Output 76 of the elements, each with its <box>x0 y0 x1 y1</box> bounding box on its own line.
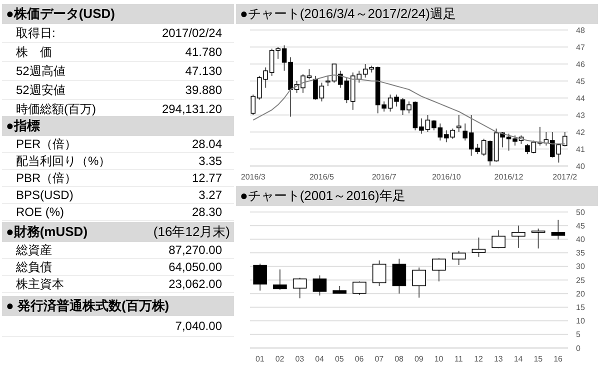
x-tick-label: 03 <box>295 354 305 364</box>
x-tick-label: 2016/10 <box>432 172 462 182</box>
x-tick-label: 2016/7 <box>372 172 397 182</box>
text: 3.27 <box>198 188 222 202</box>
y-tick-label: 47 <box>576 42 586 52</box>
text: 12.77 <box>192 171 222 185</box>
text: 64,050.00 <box>168 260 222 274</box>
text: 41.780 <box>185 45 222 59</box>
chart-title: ●チャート(2001～2016)年足 <box>236 186 598 206</box>
y-tick-label: 41 <box>576 144 586 154</box>
x-tick-label: 05 <box>334 354 344 364</box>
x-tick-label: 11 <box>454 354 464 364</box>
text: ●財務(mUSD) <box>6 223 88 241</box>
text: 47.130 <box>185 64 222 78</box>
y-tick-label: 30 <box>576 262 586 272</box>
text: PBR（倍） <box>16 170 77 186</box>
y-tick-label: 40 <box>576 162 586 171</box>
y-tick-label: 45 <box>576 76 586 86</box>
x-tick-label: 2016/12 <box>494 172 524 182</box>
x-tick-label: 04 <box>315 354 325 364</box>
x-tick-label: 2017/2 <box>552 172 578 182</box>
y-tick-label: 20 <box>576 289 586 298</box>
y-tick-label: 42 <box>576 128 586 137</box>
x-tick-label: 10 <box>434 354 444 364</box>
x-tick-label: 16 <box>554 354 564 364</box>
text: ROE (%) <box>16 205 64 219</box>
text: ● 発行済普通株式数(百万株) <box>6 297 170 315</box>
y-tick-label: 10 <box>576 316 586 326</box>
x-tick-label: 13 <box>494 354 504 364</box>
y-tick-label: 44 <box>576 94 586 103</box>
text: 3.35 <box>198 154 222 168</box>
text: 23,062.00 <box>168 277 222 291</box>
text: 配当利回り（%） <box>16 152 111 170</box>
y-tick-label: 15 <box>576 303 586 312</box>
x-tick-label: 07 <box>374 354 384 364</box>
text: 39.880 <box>185 83 222 97</box>
y-tick-label: 0 <box>576 344 581 353</box>
text: 総負債 <box>16 258 52 276</box>
text: 取得日: <box>16 24 56 42</box>
text: 28.04 <box>192 137 222 151</box>
x-tick-label: 01 <box>255 354 265 364</box>
text: ●指標 <box>6 117 40 135</box>
y-tick-label: 50 <box>576 208 586 217</box>
x-tick-label: 12 <box>474 354 484 364</box>
y-tick-label: 5 <box>576 330 581 340</box>
x-tick-label: 09 <box>414 354 424 364</box>
text: 52週安値 <box>16 82 66 98</box>
text: 総資産 <box>16 242 52 258</box>
text: 28.30 <box>192 205 222 219</box>
x-tick-label: 08 <box>394 354 404 364</box>
y-tick-label: 48 <box>576 26 586 35</box>
text: 7,040.00 <box>175 319 222 333</box>
y-tick-label: 25 <box>576 276 586 285</box>
text: 株主資本 <box>16 276 64 292</box>
text: 2017/02/24 <box>162 26 222 40</box>
x-tick-label: 2016/3 <box>240 172 266 182</box>
text: ●株価データ(USD) <box>6 5 115 23</box>
x-tick-label: 06 <box>354 354 364 364</box>
text: 時価総額(百万) <box>16 100 96 118</box>
y-tick-label: 46 <box>576 60 586 69</box>
text: PER（倍） <box>16 136 77 152</box>
y-tick-label: 40 <box>576 235 586 244</box>
x-tick-label: 14 <box>514 354 524 364</box>
text: 294,131.20 <box>162 102 222 116</box>
text: 87,270.00 <box>168 243 222 257</box>
y-tick-label: 45 <box>576 221 586 230</box>
x-tick-label: 02 <box>275 354 285 364</box>
chart-title: ●チャート(2016/3/4～2017/2/24)週足 <box>236 4 598 24</box>
x-tick-label: 15 <box>534 354 544 364</box>
text: BPS(USD) <box>16 188 74 202</box>
y-tick-label: 43 <box>576 110 586 120</box>
text: 株 価 <box>16 44 52 60</box>
text: (16年12月末) <box>153 223 230 241</box>
y-tick-label: 35 <box>576 248 586 258</box>
text: 52週高値 <box>16 62 66 80</box>
x-tick-label: 2016/5 <box>309 172 334 182</box>
